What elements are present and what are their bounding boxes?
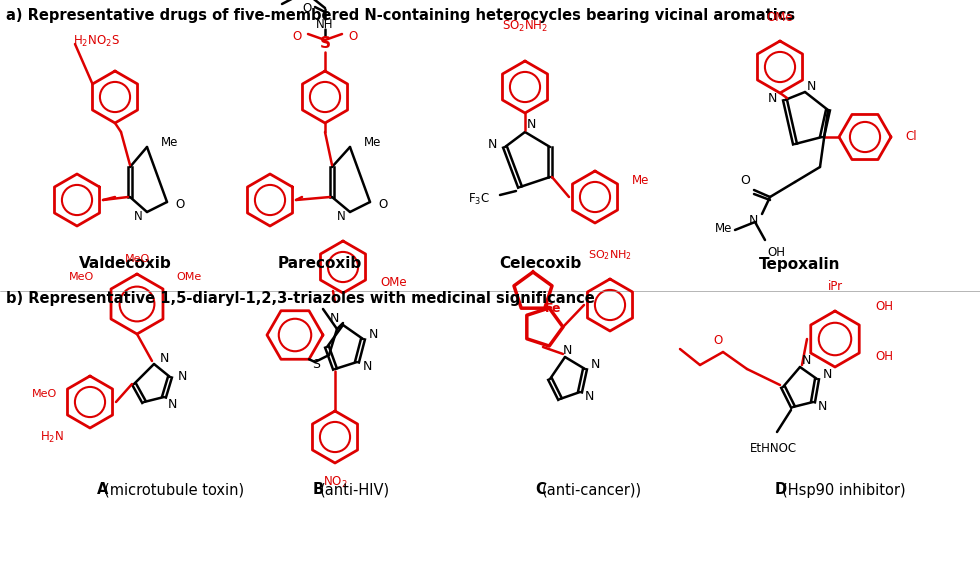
Text: N: N [749, 214, 758, 226]
Text: F$_3$C: F$_3$C [468, 191, 490, 207]
Text: B: B [313, 482, 324, 498]
Text: O: O [378, 198, 387, 211]
Text: A: A [97, 482, 109, 498]
Text: N: N [329, 313, 339, 325]
Text: OH: OH [875, 350, 893, 364]
Text: N: N [802, 353, 811, 367]
Text: O: O [713, 334, 723, 347]
Text: Celecoxib: Celecoxib [499, 257, 581, 271]
Text: OH: OH [875, 300, 893, 314]
Text: N: N [823, 368, 832, 381]
Text: (anti-cancer)): (anti-cancer)) [542, 482, 642, 498]
Text: Valdecoxib: Valdecoxib [78, 257, 172, 271]
Text: (microtubule toxin): (microtubule toxin) [104, 482, 244, 498]
Text: O: O [740, 174, 750, 187]
Text: a) Representative drugs of five-membered N-containing heterocycles bearing vicin: a) Representative drugs of five-membered… [6, 8, 795, 23]
Text: C: C [535, 482, 546, 498]
Text: H$_2$NO$_2$S: H$_2$NO$_2$S [73, 33, 120, 48]
Text: D: D [775, 482, 787, 498]
Text: (Hsp90 inhibitor): (Hsp90 inhibitor) [782, 482, 906, 498]
Text: N: N [488, 139, 497, 151]
Text: SO$_2$NH$_2$: SO$_2$NH$_2$ [588, 248, 632, 262]
Text: S: S [312, 359, 320, 371]
Text: Fe: Fe [545, 303, 562, 315]
Text: EtHNOC: EtHNOC [750, 442, 797, 455]
Text: Cl: Cl [905, 130, 916, 144]
Text: N: N [178, 371, 187, 384]
Text: N: N [168, 398, 177, 410]
Text: Tepoxalin: Tepoxalin [760, 257, 841, 271]
Text: Me: Me [714, 222, 732, 235]
Text: O: O [293, 30, 302, 42]
Text: OMe: OMe [176, 272, 201, 282]
Text: N: N [807, 80, 816, 93]
Text: N: N [369, 328, 378, 342]
Text: N: N [337, 211, 346, 223]
Text: MeO: MeO [124, 254, 150, 264]
Text: O: O [303, 2, 312, 16]
Text: N: N [563, 343, 572, 357]
Text: N: N [818, 400, 827, 413]
Text: MeO: MeO [31, 389, 57, 399]
Text: OH: OH [767, 246, 785, 259]
Text: SO$_2$NH$_2$: SO$_2$NH$_2$ [502, 19, 548, 34]
Text: NH: NH [317, 17, 334, 30]
Text: N: N [767, 91, 777, 105]
Text: N: N [591, 359, 601, 371]
Text: N: N [585, 391, 595, 403]
Text: b) Representative 1,5-diaryl-1,2,3-triazoles with medicinal significance: b) Representative 1,5-diaryl-1,2,3-triaz… [6, 291, 595, 306]
Text: N: N [134, 211, 143, 223]
Text: OMe: OMe [766, 11, 794, 24]
Text: O: O [348, 30, 358, 42]
Text: NO$_2$: NO$_2$ [322, 475, 347, 490]
Text: N: N [363, 360, 372, 372]
Text: Parecoxib: Parecoxib [278, 257, 363, 271]
Text: O: O [175, 198, 184, 211]
Text: OMe: OMe [380, 275, 407, 289]
Text: H$_2$N: H$_2$N [40, 430, 64, 445]
Text: Me: Me [364, 136, 381, 148]
Text: Me: Me [632, 173, 650, 186]
Text: MeO: MeO [69, 272, 94, 282]
Text: S: S [319, 37, 330, 51]
Text: N: N [527, 118, 536, 130]
Text: (anti-HIV): (anti-HIV) [320, 482, 390, 498]
Text: iPr: iPr [827, 280, 843, 293]
Text: Me: Me [161, 136, 178, 148]
Text: N: N [160, 353, 170, 365]
